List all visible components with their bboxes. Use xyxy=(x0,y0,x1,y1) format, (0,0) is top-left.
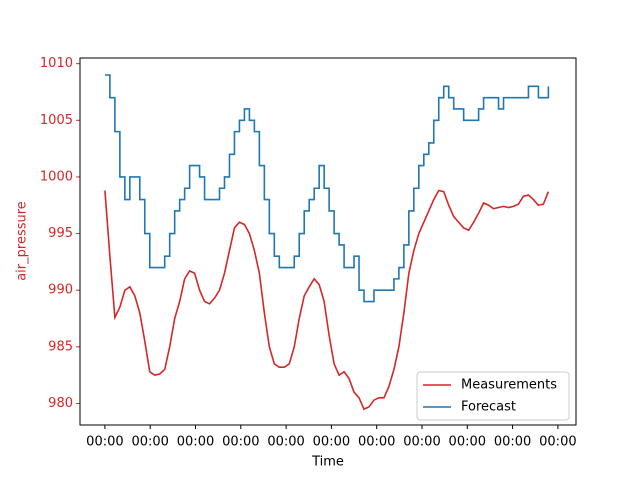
y-tick-label: 980 xyxy=(48,396,73,411)
y-tick-label: 1010 xyxy=(40,56,73,71)
y-tick-label: 1005 xyxy=(40,113,73,128)
x-tick-label: 00:00 xyxy=(494,435,531,450)
x-tick-label: 00:00 xyxy=(131,435,168,450)
plot-frame xyxy=(79,57,577,426)
y-tick-label: 995 xyxy=(48,226,73,241)
legend-label: Measurements xyxy=(461,378,557,393)
y-tick-label: 990 xyxy=(48,283,73,298)
data-line xyxy=(104,189,550,411)
x-tick-label: 00:00 xyxy=(86,435,123,450)
x-tick-label: 00:00 xyxy=(177,435,214,450)
data-line xyxy=(104,74,550,303)
x-axis-label: Time xyxy=(311,455,344,470)
x-tick-label: 00:00 xyxy=(222,435,259,450)
x-tick-label: 00:00 xyxy=(449,435,486,450)
x-tick-label: 00:00 xyxy=(539,435,576,450)
x-tick-label: 00:00 xyxy=(313,435,350,450)
x-tick-label: 00:00 xyxy=(403,435,440,450)
x-tick-label: 00:00 xyxy=(267,435,304,450)
y-axis-label: air_pressure xyxy=(15,201,30,281)
x-tick-label: 00:00 xyxy=(358,435,395,450)
legend xyxy=(416,371,570,421)
y-tick-label: 1000 xyxy=(40,169,73,184)
y-tick-label: 985 xyxy=(48,339,73,354)
legend-label: Forecast xyxy=(461,400,516,415)
